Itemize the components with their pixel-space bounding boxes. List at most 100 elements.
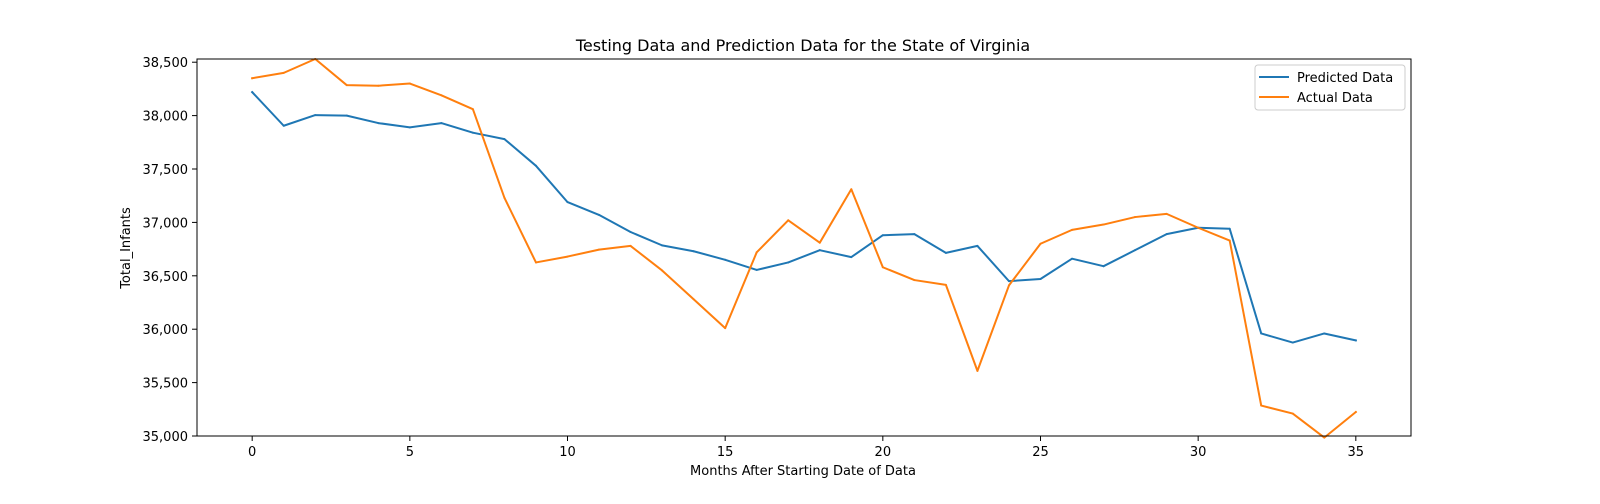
data-point-0-15: [724, 258, 727, 261]
data-point-1-6: [440, 94, 443, 97]
data-point-1-33: [1291, 412, 1294, 415]
data-point-1-31: [1228, 239, 1231, 242]
data-point-0-35: [1354, 339, 1357, 342]
x-tick-label-0: 0: [248, 445, 256, 460]
plot-area: [250, 58, 1358, 439]
data-point-0-19: [850, 256, 853, 259]
y-tick-label-1: 35,500: [143, 377, 189, 392]
data-point-0-24: [1007, 280, 1010, 283]
x-tick-label-6: 30: [1190, 445, 1207, 460]
plot-frame: [196, 58, 1412, 437]
data-point-1-18: [818, 241, 821, 244]
data-point-1-15: [724, 327, 727, 330]
data-point-1-13: [661, 269, 664, 272]
data-point-0-3: [345, 114, 348, 117]
data-point-1-5: [408, 82, 411, 85]
data-point-0-11: [598, 213, 601, 216]
data-point-0-0: [251, 91, 254, 94]
data-point-1-1: [282, 71, 285, 74]
data-point-1-34: [1323, 436, 1326, 439]
data-point-0-10: [566, 201, 569, 204]
data-point-1-32: [1260, 404, 1263, 407]
data-point-0-34: [1323, 332, 1326, 335]
x-tick-label-3: 15: [717, 445, 734, 460]
legend-label-predicted: Predicted Data: [1297, 71, 1393, 86]
data-point-0-1: [282, 124, 285, 127]
x-tick-label-4: 20: [875, 445, 892, 460]
data-point-1-12: [629, 244, 632, 247]
series-line-0: [250, 90, 1358, 344]
data-point-0-28: [1134, 249, 1137, 252]
data-point-0-12: [629, 231, 632, 234]
data-point-0-25: [1039, 278, 1042, 281]
data-point-0-6: [440, 122, 443, 125]
data-point-0-8: [503, 138, 506, 141]
data-point-1-0: [251, 77, 254, 80]
data-point-0-4: [377, 122, 380, 125]
legend: Predicted Data Actual Data: [1254, 64, 1406, 111]
y-axis-label: Total_Infants: [119, 207, 134, 290]
data-point-1-20: [881, 266, 884, 269]
data-point-1-25: [1039, 242, 1042, 245]
x-tick-label-7: 35: [1348, 445, 1365, 460]
data-point-0-26: [1071, 257, 1074, 260]
data-point-0-27: [1102, 265, 1105, 268]
data-point-1-14: [692, 298, 695, 301]
y-axis: 35,000 35,500 36,000 36,500 37,000 37,500 38,0…: [143, 56, 197, 445]
data-point-1-35: [1354, 410, 1357, 413]
legend-label-actual: Actual Data: [1297, 91, 1373, 106]
series-line-1: [251, 58, 1358, 439]
data-point-1-27: [1102, 223, 1105, 226]
y-tick-label-2: 36,000: [143, 323, 189, 338]
x-axis: 0 5 10 15 20 25 30 35: [248, 436, 1364, 460]
y-tick-label-6: 38,000: [143, 110, 189, 125]
data-point-1-19: [850, 188, 853, 191]
data-point-1-24: [1007, 284, 1010, 287]
data-point-0-29: [1165, 233, 1168, 236]
data-point-1-9: [534, 261, 537, 264]
data-point-1-26: [1071, 228, 1074, 231]
y-tick-label-0: 35,000: [143, 430, 189, 445]
data-point-0-14: [692, 250, 695, 253]
data-point-0-17: [787, 261, 790, 264]
data-point-0-31: [1228, 227, 1231, 230]
x-axis-label: Months After Starting Date of Data: [690, 464, 916, 479]
data-point-0-16: [755, 268, 758, 271]
data-point-1-4: [377, 84, 380, 87]
data-point-1-3: [345, 84, 348, 87]
data-point-0-20: [881, 234, 884, 237]
data-point-1-22: [944, 283, 947, 286]
data-point-1-23: [976, 369, 979, 372]
data-point-0-5: [408, 126, 411, 129]
data-point-1-11: [598, 248, 601, 251]
data-point-1-10: [566, 255, 569, 258]
y-tick-label-4: 37,000: [143, 216, 189, 231]
x-tick-label-5: 25: [1032, 445, 1049, 460]
data-point-0-18: [818, 249, 821, 252]
data-point-1-8: [503, 196, 506, 199]
data-point-1-30: [1197, 226, 1200, 229]
data-point-0-13: [661, 244, 664, 247]
data-point-0-33: [1291, 341, 1294, 344]
chart-title: Testing Data and Prediction Data for the…: [575, 36, 1030, 55]
data-point-0-7: [471, 131, 474, 134]
y-tick-label-3: 36,500: [143, 270, 189, 285]
data-point-1-21: [913, 279, 916, 282]
y-tick-label-7: 38,500: [143, 56, 189, 71]
data-point-0-2: [314, 114, 317, 117]
data-point-1-17: [787, 219, 790, 222]
data-point-0-32: [1260, 332, 1263, 335]
data-point-1-29: [1165, 212, 1168, 215]
data-point-1-7: [471, 108, 474, 111]
data-point-0-21: [913, 233, 916, 236]
data-point-0-22: [944, 251, 947, 254]
x-tick-label-2: 10: [559, 445, 576, 460]
data-point-0-23: [976, 244, 979, 247]
y-tick-label-5: 37,500: [143, 163, 189, 178]
data-point-0-9: [534, 164, 537, 167]
x-tick-label-1: 5: [406, 445, 414, 460]
data-point-1-28: [1134, 216, 1137, 219]
legend-box: [1254, 64, 1406, 111]
